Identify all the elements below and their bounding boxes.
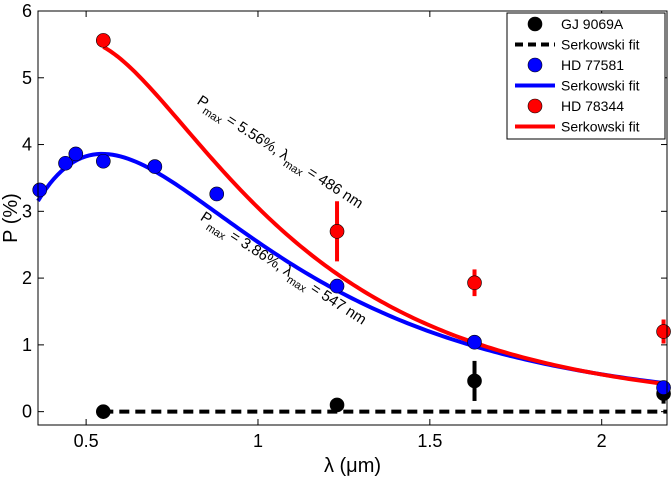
y-tick-label: 6 [22, 1, 32, 21]
x-tick-label: 1 [253, 431, 263, 451]
data-point [329, 278, 345, 294]
y-tick-label: 0 [22, 402, 32, 422]
legend-marker [527, 57, 543, 73]
x-tick-label: 0.5 [74, 431, 99, 451]
y-tick-label: 3 [22, 201, 32, 221]
data-point [68, 146, 84, 162]
data-point [656, 380, 671, 395]
legend: GJ 9069A Serkowski fit HD 77581 Serkowski f… [506, 12, 666, 140]
x-axis-label: λ (μm) [324, 455, 381, 477]
data-point [147, 159, 163, 174]
legend-entry-label: GJ 9069A [561, 16, 624, 32]
fit-curve [102, 45, 668, 387]
legend-entry-label: Serkowski fit [561, 37, 640, 53]
y-tick-label: 2 [22, 268, 32, 288]
y-tick-label: 1 [22, 335, 32, 355]
x-tick-label: 2 [597, 431, 607, 451]
y-tick-label: 4 [22, 135, 32, 155]
legend-marker [527, 98, 543, 114]
y-tick-label: 5 [22, 68, 32, 88]
data-point [467, 373, 482, 389]
axis-ticks: 0.5 1 1.5 2 0 1 2 3 4 5 6 [22, 1, 667, 451]
plot-frame [37, 10, 668, 426]
data-point [96, 33, 111, 48]
y-axis-label: P (%) [0, 193, 22, 243]
data-point [58, 155, 73, 171]
data-point [656, 324, 671, 339]
data-point [209, 186, 225, 202]
legend-marker [527, 16, 543, 32]
legend-entry-label: Serkowski fit [561, 78, 640, 94]
data-point [96, 404, 111, 419]
data-point [96, 153, 111, 169]
data-point [467, 275, 482, 291]
x-tick-label: 1.5 [417, 431, 442, 451]
legend-box [506, 12, 666, 140]
legend-entry-label: HD 78344 [561, 98, 624, 114]
fit-curves [36, 45, 668, 414]
data-point [32, 182, 48, 198]
legend-entry-label: Serkowski fit [561, 119, 640, 135]
data-point [467, 334, 482, 350]
data-point [329, 397, 345, 413]
legend-entry-label: HD 77581 [561, 57, 624, 73]
data-point [329, 224, 345, 239]
